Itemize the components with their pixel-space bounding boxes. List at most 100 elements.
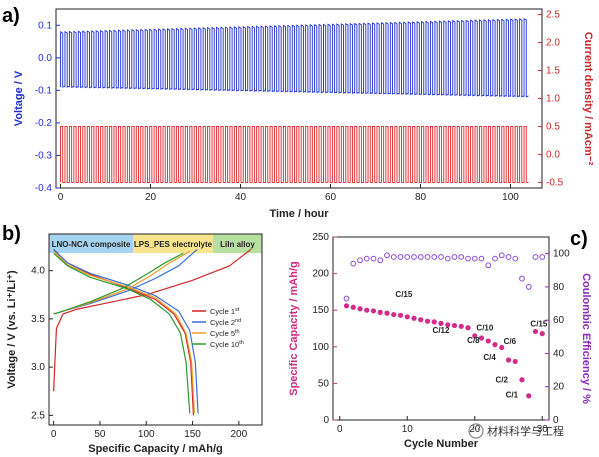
capacity-point <box>458 323 464 329</box>
capacity-point <box>465 325 471 331</box>
watermark-icon-inner <box>477 427 481 431</box>
y-tick-label-c: 150 <box>312 305 329 316</box>
y-tick-label-a: 0.0 <box>38 53 52 64</box>
y-right-tick-label-c: 60 <box>553 315 565 326</box>
efficiency-point <box>357 257 363 264</box>
capacity-point <box>370 308 377 314</box>
curve-discharge <box>53 248 199 414</box>
y-right-axis-label-a: Current density / mAcm⁻² <box>582 32 594 166</box>
rate-label: C/8 <box>467 336 480 345</box>
y-tick-label-c: 0 <box>323 415 329 426</box>
legend-label: Cycle 2nd <box>210 318 241 327</box>
x-tick-label-a: 20 <box>145 192 157 203</box>
x-tick-label-c: 10 <box>402 424 414 435</box>
capacity-point <box>404 314 410 320</box>
capacity-point <box>485 338 491 344</box>
capacity-point <box>526 393 532 399</box>
x-tick-label-b: 150 <box>184 429 201 440</box>
efficiency-point <box>451 254 458 260</box>
efficiency-point <box>411 254 417 260</box>
x-tick-label-c: 30 <box>537 424 549 435</box>
y-right-tick-label-c: 20 <box>553 382 565 393</box>
capacity-point <box>357 306 363 312</box>
x-tick-label-a: 0 <box>58 192 64 203</box>
capacity-point <box>512 358 518 365</box>
header-band <box>49 234 133 253</box>
efficiency-point <box>478 255 485 262</box>
capacity-point <box>539 331 545 337</box>
efficiency-point <box>458 254 465 260</box>
capacity-point <box>377 309 383 315</box>
capacity-point <box>519 377 525 383</box>
header-band <box>213 234 262 253</box>
capacity-point <box>397 312 404 318</box>
efficiency-point <box>377 257 384 264</box>
capacity-point <box>438 320 444 326</box>
rate-label: C/4 <box>483 353 496 362</box>
capacity-point <box>451 322 458 329</box>
legend-label: Cycle 5th <box>210 329 240 338</box>
legend-label: Cycle 1st <box>210 307 240 316</box>
panel-a-label: a) <box>2 5 20 27</box>
header-band-label: LNO-NCA composite <box>52 240 131 249</box>
x-tick-label-c: 20 <box>469 424 481 435</box>
y-tick-label-c: 250 <box>312 232 329 243</box>
y-tick-label-b: 3.5 <box>31 314 45 325</box>
efficiency-point <box>492 255 498 262</box>
efficiency-point <box>390 254 397 260</box>
capacity-point <box>411 315 417 321</box>
efficiency-point <box>397 254 404 260</box>
x-tick-label-b: 200 <box>231 429 248 440</box>
y-right-tick-label-c: 80 <box>553 282 565 293</box>
y-right-tick-label-a: 1.0 <box>546 94 560 105</box>
rate-label: C/2 <box>496 376 509 385</box>
watermark-text: 材料科学与工程 <box>487 424 564 438</box>
efficiency-point <box>384 252 390 259</box>
capacity-point <box>350 304 356 310</box>
capacity-point <box>532 328 539 335</box>
x-axis-label-b: Specific Capacity / mAh/g <box>88 443 222 455</box>
capacity-point <box>343 303 350 309</box>
x-tick-label-b: 100 <box>138 429 155 440</box>
efficiency-point <box>512 255 519 262</box>
x-axis-label-c: Cycle Number <box>404 438 479 450</box>
y-axis-label-b: Voltage / V (vs. Li⁺/Li⁺) <box>6 270 18 389</box>
y-tick-label-c: 200 <box>312 269 329 280</box>
efficiency-point <box>424 254 431 260</box>
chart-b: LNO-NCA composite LPS_PES electrolyte LiIn… <box>6 233 263 455</box>
voltage-series-line <box>60 17 529 98</box>
curve-charge <box>53 248 252 392</box>
panel-c-label: c) <box>570 228 588 250</box>
header-band <box>133 234 213 253</box>
efficiency-point <box>363 255 370 262</box>
chart-a: 0 20 40 60 80 100 -0.4 -0.3 -0.2 -0.1 0.0 0.1 -0.5 0.… <box>13 8 594 220</box>
current-density-series-line <box>60 126 529 183</box>
y-tick-label-b: 3.0 <box>31 362 45 373</box>
efficiency-point <box>498 252 505 259</box>
capacity-point <box>424 318 431 324</box>
watermark: 材料科学与工程 <box>468 423 564 439</box>
y-tick-label-b: 2.5 <box>31 410 45 421</box>
rate-label: C/1 <box>506 390 519 399</box>
chart-c: C/15 C/12 C/10 C/8 C/6 C/4 C/2 C/1 C/15 0 10 20 30 0 5… <box>288 232 592 450</box>
efficiency-point <box>525 284 532 290</box>
rate-label: C/15 <box>395 290 412 299</box>
y-tick-label-a: -0.1 <box>35 85 53 96</box>
efficiency-point <box>471 255 478 262</box>
curve-discharge <box>53 252 191 414</box>
y-axis-label-a: Voltage / V <box>13 70 25 126</box>
efficiency-point <box>465 255 471 262</box>
capacity-point <box>364 307 370 313</box>
x-tick-label-a: 60 <box>325 192 337 203</box>
capacity-point <box>492 342 498 348</box>
y-axis-label-c: Specific Capacity / mAh/g <box>288 261 300 395</box>
y-right-tick-label-a: 0.5 <box>546 121 560 132</box>
y-right-tick-label-a: 2.0 <box>546 38 560 49</box>
y-tick-label-a: 0.1 <box>38 20 52 31</box>
y-tick-label-c: 50 <box>318 378 330 389</box>
y-tick-label-c: 100 <box>312 342 329 353</box>
capacity-point <box>384 310 390 316</box>
efficiency-point <box>417 254 424 260</box>
capacity-point <box>418 317 424 323</box>
y-tick-label-b: 4.0 <box>31 266 45 277</box>
